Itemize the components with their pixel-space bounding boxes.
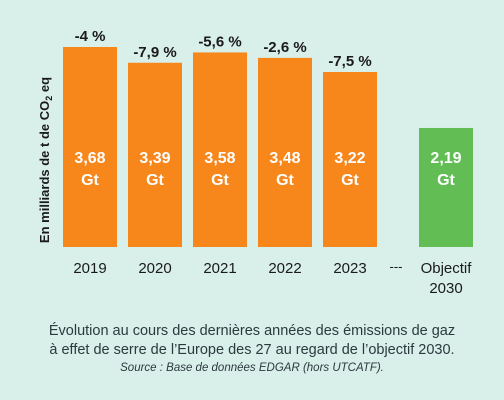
bar-objectif-2030 — [419, 127, 473, 247]
bar-2019 — [63, 47, 117, 247]
unit-label-2023: Gt — [341, 172, 359, 189]
x-tick-2020: 2020 — [138, 260, 171, 277]
unit-label-2021: Gt — [211, 172, 229, 189]
separator: --- — [390, 259, 403, 274]
change-label-2019: -4 % — [75, 28, 106, 45]
change-label-2020: -7,9 % — [133, 44, 176, 61]
value-label-2023: 3,22 — [334, 150, 365, 167]
bar-2022 — [258, 57, 312, 247]
value-label-2019: 3,68 — [74, 150, 105, 167]
unit-label-2020: Gt — [146, 172, 164, 189]
bar-2021 — [193, 52, 247, 247]
change-label-2023: -7,5 % — [328, 53, 371, 70]
x-tick-2023: 2023 — [333, 260, 366, 277]
change-label-2021: -5,6 % — [198, 33, 241, 50]
unit-label-objectif-2030: Gt — [437, 172, 455, 189]
x-tick-2019: 2019 — [73, 260, 106, 277]
value-label-2020: 3,39 — [139, 150, 170, 167]
value-label-2022: 3,48 — [269, 150, 300, 167]
x-tick-objectif-2030-line-2: 2030 — [429, 280, 462, 297]
unit-label-2022: Gt — [276, 172, 294, 189]
emissions-bar-chart: En milliards de t de CO2 eq -4 % 3,68 Gt 20… — [37, 28, 473, 297]
value-label-objectif-2030: 2,19 — [430, 150, 461, 167]
unit-label-2019: Gt — [81, 172, 99, 189]
x-tick-2021: 2021 — [203, 260, 236, 277]
bar-2023 — [323, 72, 377, 247]
caption-line-1: Évolution au cours des dernières années … — [48, 323, 456, 339]
change-label-2022: -2,6 % — [263, 39, 306, 56]
y-axis-label: En milliards de t de CO2 eq — [37, 77, 54, 243]
x-tick-2022: 2022 — [268, 260, 301, 277]
value-label-2021: 3,58 — [204, 150, 235, 167]
source-note: Source : Base de données EDGAR (hors UTC… — [120, 362, 384, 374]
x-tick-objectif-2030-line-1: Objectif — [421, 260, 473, 277]
bar-2020 — [128, 62, 182, 248]
caption-line-2: à effet de serre de l’Europe des 27 au r… — [49, 342, 455, 358]
